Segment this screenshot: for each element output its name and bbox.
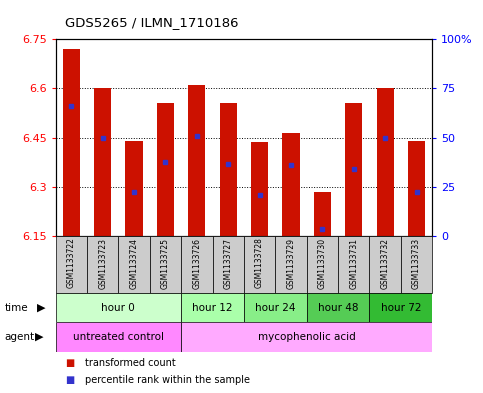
Text: transformed count: transformed count bbox=[85, 358, 175, 368]
Text: ▶: ▶ bbox=[37, 303, 45, 312]
Bar bbox=[94, 88, 111, 236]
Bar bbox=[283, 133, 299, 236]
Text: time: time bbox=[5, 303, 28, 312]
Text: GSM1133731: GSM1133731 bbox=[349, 237, 358, 288]
Text: GSM1133723: GSM1133723 bbox=[98, 237, 107, 288]
Bar bbox=[369, 293, 432, 322]
Text: GSM1133732: GSM1133732 bbox=[381, 237, 390, 288]
Bar bbox=[307, 293, 369, 322]
Bar bbox=[157, 103, 174, 236]
Text: hour 12: hour 12 bbox=[192, 303, 233, 312]
Bar bbox=[87, 236, 118, 293]
Bar bbox=[118, 236, 150, 293]
Text: agent: agent bbox=[5, 332, 35, 342]
Text: hour 24: hour 24 bbox=[255, 303, 296, 312]
Bar bbox=[188, 85, 205, 236]
Bar bbox=[314, 192, 331, 236]
Bar bbox=[275, 236, 307, 293]
Text: mycophenolic acid: mycophenolic acid bbox=[258, 332, 355, 342]
Text: ■: ■ bbox=[65, 375, 74, 385]
Bar bbox=[181, 322, 432, 352]
Bar bbox=[345, 103, 362, 236]
Text: GSM1133724: GSM1133724 bbox=[129, 237, 139, 288]
Bar bbox=[338, 236, 369, 293]
Bar bbox=[213, 236, 244, 293]
Text: hour 48: hour 48 bbox=[318, 303, 358, 312]
Bar bbox=[126, 141, 142, 236]
Bar bbox=[56, 293, 181, 322]
Bar bbox=[307, 236, 338, 293]
Text: untreated control: untreated control bbox=[73, 332, 164, 342]
Bar bbox=[56, 322, 181, 352]
Text: GDS5265 / ILMN_1710186: GDS5265 / ILMN_1710186 bbox=[65, 17, 239, 29]
Text: GSM1133729: GSM1133729 bbox=[286, 237, 296, 288]
Bar bbox=[150, 236, 181, 293]
Bar bbox=[251, 143, 268, 236]
Bar bbox=[220, 103, 237, 236]
Bar bbox=[369, 236, 401, 293]
Text: GSM1133727: GSM1133727 bbox=[224, 237, 233, 288]
Bar bbox=[401, 236, 432, 293]
Bar bbox=[377, 88, 394, 236]
Text: percentile rank within the sample: percentile rank within the sample bbox=[85, 375, 250, 385]
Bar bbox=[63, 49, 80, 236]
Text: GSM1133730: GSM1133730 bbox=[318, 237, 327, 288]
Text: GSM1133728: GSM1133728 bbox=[255, 237, 264, 288]
Bar bbox=[181, 236, 213, 293]
Bar bbox=[56, 236, 87, 293]
Text: GSM1133726: GSM1133726 bbox=[192, 237, 201, 288]
Text: hour 0: hour 0 bbox=[101, 303, 135, 312]
Bar bbox=[244, 236, 275, 293]
Text: GSM1133722: GSM1133722 bbox=[67, 237, 76, 288]
Text: hour 72: hour 72 bbox=[381, 303, 421, 312]
Bar bbox=[244, 293, 307, 322]
Text: GSM1133725: GSM1133725 bbox=[161, 237, 170, 288]
Text: ▶: ▶ bbox=[35, 332, 44, 342]
Text: GSM1133733: GSM1133733 bbox=[412, 237, 421, 288]
Bar bbox=[181, 293, 244, 322]
Bar bbox=[408, 141, 425, 236]
Text: ■: ■ bbox=[65, 358, 74, 368]
